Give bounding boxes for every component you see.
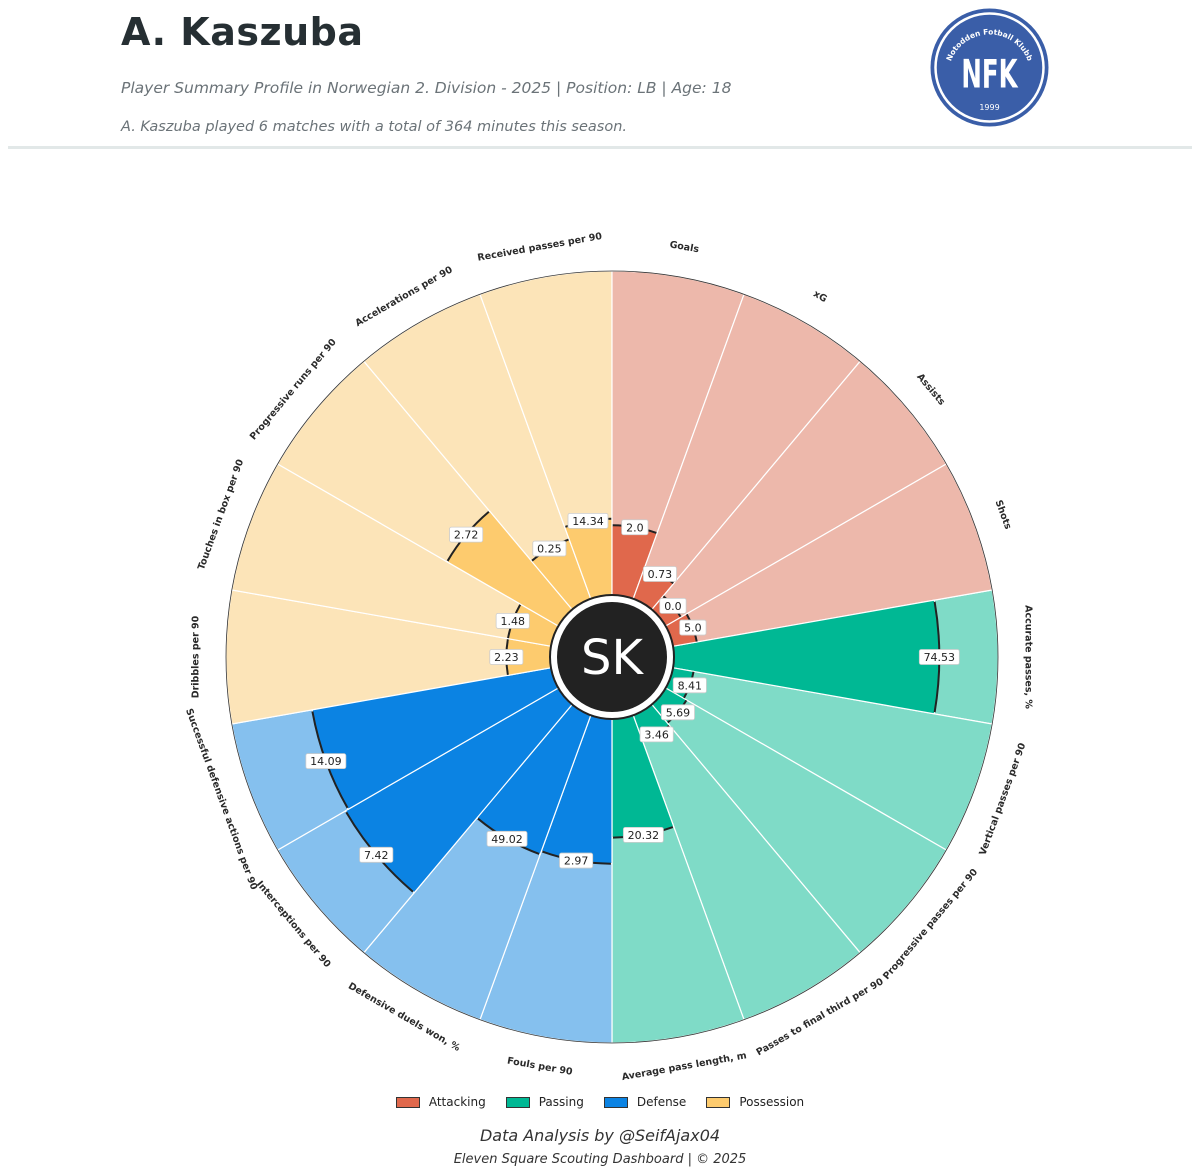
credit-text: Data Analysis by @SeifAjax04 <box>479 1126 721 1145</box>
svg-text:2.72: 2.72 <box>454 529 479 542</box>
svg-text:2.23: 2.23 <box>494 651 519 664</box>
legend-item-possession: Possession <box>706 1095 804 1109</box>
club-logo-monogram: NFK <box>961 52 1018 98</box>
season-summary: A. Kaszuba played 6 matches with a total… <box>121 119 628 135</box>
svg-text:2.0: 2.0 <box>626 521 644 534</box>
svg-text:14.09: 14.09 <box>310 755 342 768</box>
legend-item-defense: Defense <box>603 1095 687 1109</box>
club-logo-ring <box>934 12 1045 123</box>
value-label-progressive-runs-per-90: 2.72 <box>449 526 484 543</box>
player-subtitle: Player Summary Profile in Norwegian 2. D… <box>121 79 732 97</box>
value-label-average-pass-length-m: 20.32 <box>622 826 664 843</box>
value-label-fouls-per-90: 2.97 <box>559 852 594 869</box>
club-logo-outer <box>930 8 1049 127</box>
svg-text:2.97: 2.97 <box>564 855 589 868</box>
value-labels: 74.53 8.41 5.69 3.46 20.32 2.97 49.02 7.42 14.09… <box>305 512 960 869</box>
svg-text:0.73: 0.73 <box>648 568 673 581</box>
value-label-xg: 0.73 <box>642 566 677 582</box>
value-label-assists: 0.0 <box>659 597 687 614</box>
value-label-goals: 2.0 <box>621 519 649 536</box>
svg-text:14.34: 14.34 <box>572 515 604 528</box>
value-label-interceptions-per-90: 7.42 <box>359 846 394 863</box>
svg-text:49.02: 49.02 <box>491 833 523 846</box>
chart-legend: Attacking Passing Defense Possession <box>0 1095 1200 1109</box>
legend-label: Passing <box>538 1095 584 1109</box>
value-label-successful-defensive-actions-per-90: 14.09 <box>305 753 347 770</box>
legend-swatch <box>603 1096 628 1108</box>
club-logo: Notodden Fotball Klubb NFK 1999 <box>930 8 1049 127</box>
value-label-defensive-duels-won: 49.02 <box>486 830 528 847</box>
club-logo-year: 1999 <box>979 103 999 112</box>
metric-label-fouls-per-90: Fouls per 90 <box>506 1056 573 1078</box>
value-label-passes-to-final-third-per-90: 3.46 <box>639 726 674 743</box>
metric-label-shots: Shots <box>993 499 1014 532</box>
value-label-received-passes-per-90: 14.34 <box>567 512 609 529</box>
legend-item-attacking: Attacking <box>395 1095 486 1109</box>
metric-label-average-pass-length-m: Average pass length, m <box>621 1050 748 1083</box>
center-badge-initials: SK <box>581 630 644 686</box>
legend-label: Possession <box>739 1095 805 1109</box>
metric-label-xg: xG <box>811 288 829 305</box>
legend-swatch <box>505 1096 530 1108</box>
svg-text:7.42: 7.42 <box>364 849 389 862</box>
value-label-progressive-passes-per-90: 5.69 <box>660 704 695 721</box>
value-label-accurate-passes: 74.53 <box>918 649 960 665</box>
svg-text:1.48: 1.48 <box>500 615 525 628</box>
value-label-shots: 5.0 <box>679 619 707 636</box>
metric-label-received-passes-per-90: Received passes per 90 <box>477 231 604 264</box>
header: A. Kaszuba Player Summary Profile in Nor… <box>0 0 1200 150</box>
header-divider <box>8 146 1192 149</box>
metric-label-vertical-passes-per-90: Vertical passes per 90 <box>977 741 1028 857</box>
legend-swatch <box>395 1096 420 1108</box>
metric-label-touches-in-box-per-90: Touches in box per 90 <box>196 458 246 572</box>
svg-text:74.53: 74.53 <box>924 651 956 664</box>
svg-text:5.69: 5.69 <box>666 706 691 719</box>
footer-text: Eleven Square Scouting Dashboard | © 202… <box>453 1152 747 1167</box>
legend-label: Defense <box>636 1095 687 1109</box>
radial-chart: 74.53 8.41 5.69 3.46 20.32 2.97 49.02 7.42 14.09… <box>183 231 1034 1083</box>
svg-text:8.41: 8.41 <box>678 679 703 692</box>
value-label-accelerations-per-90: 0.25 <box>532 540 567 557</box>
svg-text:3.46: 3.46 <box>644 728 669 741</box>
player-name: A. Kaszuba <box>121 10 364 54</box>
svg-text:0.25: 0.25 <box>537 543 562 556</box>
outer-ring <box>225 270 999 1044</box>
metric-label-assists: Assists <box>914 372 947 408</box>
value-label-dribbles-per-90: 2.23 <box>489 649 524 665</box>
value-label-vertical-passes-per-90: 8.41 <box>672 677 707 694</box>
legend-swatch <box>706 1096 731 1108</box>
value-bars <box>311 510 941 894</box>
metric-label-dribbles-per-90: Dribbles per 90 <box>191 615 202 698</box>
value-label-touches-in-box-per-90: 1.48 <box>495 612 530 629</box>
svg-text:0.0: 0.0 <box>664 600 682 613</box>
metric-label-accurate-passes: Accurate passes, % <box>1023 605 1034 709</box>
center-badge <box>557 602 667 712</box>
svg-text:20.32: 20.32 <box>628 829 660 842</box>
svg-text:5.0: 5.0 <box>684 622 702 635</box>
legend-label: Attacking <box>428 1095 486 1109</box>
metric-label-goals: Goals <box>669 239 700 255</box>
legend-item-passing: Passing <box>505 1095 584 1109</box>
